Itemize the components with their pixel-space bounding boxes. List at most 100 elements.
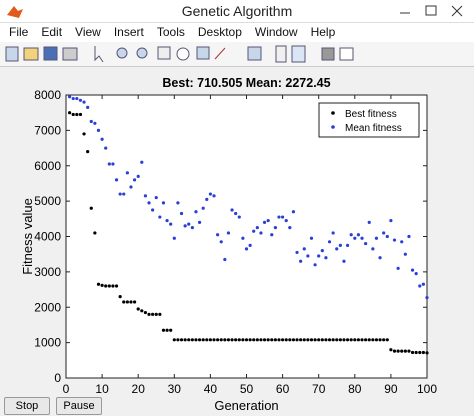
data-point <box>190 226 194 230</box>
data-point <box>172 236 176 240</box>
data-point <box>129 300 133 304</box>
data-point <box>114 284 119 288</box>
menu-item[interactable]: Desktop <box>197 25 242 39</box>
data-point <box>374 236 379 240</box>
data-point <box>197 338 202 342</box>
data-point <box>194 338 198 342</box>
data-point <box>114 178 119 182</box>
data-point <box>205 197 209 201</box>
data-point <box>107 162 111 166</box>
data-point <box>284 338 288 342</box>
pause-button[interactable]: Pause <box>56 397 102 415</box>
data-point <box>78 98 83 102</box>
y-tick-label: 7000 <box>34 123 61 137</box>
data-point <box>223 257 227 262</box>
legend-label: Mean fitness <box>345 123 402 134</box>
data-point <box>324 256 328 260</box>
data-point <box>183 224 187 228</box>
data-point <box>262 220 267 224</box>
menu-item[interactable]: Window <box>254 25 298 39</box>
data-point <box>183 338 187 342</box>
title-bar: Genetic Algorithm <box>0 0 474 23</box>
data-point <box>270 233 274 237</box>
data-point <box>111 162 115 166</box>
data-point <box>400 240 404 244</box>
data-point <box>313 263 317 267</box>
data-point <box>82 132 86 136</box>
data-point <box>107 284 111 288</box>
data-point <box>86 150 90 154</box>
y-axis-label: Fitness value <box>20 198 35 275</box>
toolbar-icons[interactable] <box>0 42 474 66</box>
data-point <box>226 231 231 235</box>
menu-item[interactable]: Edit <box>41 25 63 39</box>
data-point <box>418 284 422 288</box>
data-point <box>338 338 342 342</box>
data-point <box>187 338 191 342</box>
data-point <box>382 338 386 342</box>
data-point <box>68 95 72 99</box>
data-point <box>241 236 245 240</box>
data-point <box>371 247 375 251</box>
data-point <box>252 338 256 342</box>
data-point <box>151 208 155 212</box>
data-point <box>244 338 249 342</box>
x-tick-label: 40 <box>204 382 218 396</box>
data-point <box>194 210 198 214</box>
data-point <box>169 222 173 226</box>
data-point <box>331 231 335 235</box>
data-point <box>136 307 140 311</box>
menu-item[interactable]: File <box>9 25 29 39</box>
data-point <box>255 338 259 342</box>
data-point <box>266 218 270 223</box>
data-point <box>403 349 407 353</box>
data-point <box>86 105 90 109</box>
y-tick-label: 0 <box>54 371 61 385</box>
data-point <box>385 234 389 239</box>
data-point <box>364 338 368 342</box>
data-point <box>288 226 292 230</box>
y-tick-label: 6000 <box>34 159 61 173</box>
data-point <box>147 201 151 205</box>
data-point <box>226 338 231 342</box>
data-point <box>78 112 83 117</box>
data-point <box>378 256 382 260</box>
menu-item[interactable]: Insert <box>113 25 144 39</box>
data-point <box>154 312 158 316</box>
data-point <box>143 310 148 315</box>
x-tick-label: 80 <box>348 382 362 396</box>
data-point <box>125 171 129 175</box>
data-point <box>291 210 296 214</box>
data-point <box>342 338 346 342</box>
data-point <box>353 236 357 240</box>
stop-button[interactable]: Stop <box>4 397 50 415</box>
legend-label: Best fitness <box>345 109 397 120</box>
menu-item[interactable]: Help <box>310 25 336 39</box>
menu-item[interactable]: Tools <box>156 25 185 39</box>
data-point <box>125 300 129 304</box>
data-point <box>255 226 259 230</box>
data-point <box>122 192 126 196</box>
data-point <box>75 112 79 117</box>
data-point <box>179 338 184 342</box>
window-controls[interactable] <box>392 1 472 21</box>
data-point <box>140 160 144 164</box>
data-point <box>338 243 342 247</box>
data-point <box>172 338 176 342</box>
x-tick-label: 70 <box>312 382 326 396</box>
y-tick-label: 3000 <box>34 265 61 279</box>
y-tick-label: 8000 <box>34 88 61 102</box>
data-point <box>165 328 169 332</box>
data-point <box>335 247 339 251</box>
data-point <box>234 211 238 216</box>
data-point <box>96 128 101 132</box>
data-point <box>140 309 144 313</box>
data-point <box>288 338 292 342</box>
data-point <box>201 338 205 342</box>
x-axis-label: Generation <box>214 398 278 413</box>
menu-item[interactable]: View <box>75 25 101 39</box>
data-point <box>104 284 108 288</box>
data-point <box>320 338 324 342</box>
data-point <box>68 111 72 115</box>
data-point <box>93 121 97 125</box>
